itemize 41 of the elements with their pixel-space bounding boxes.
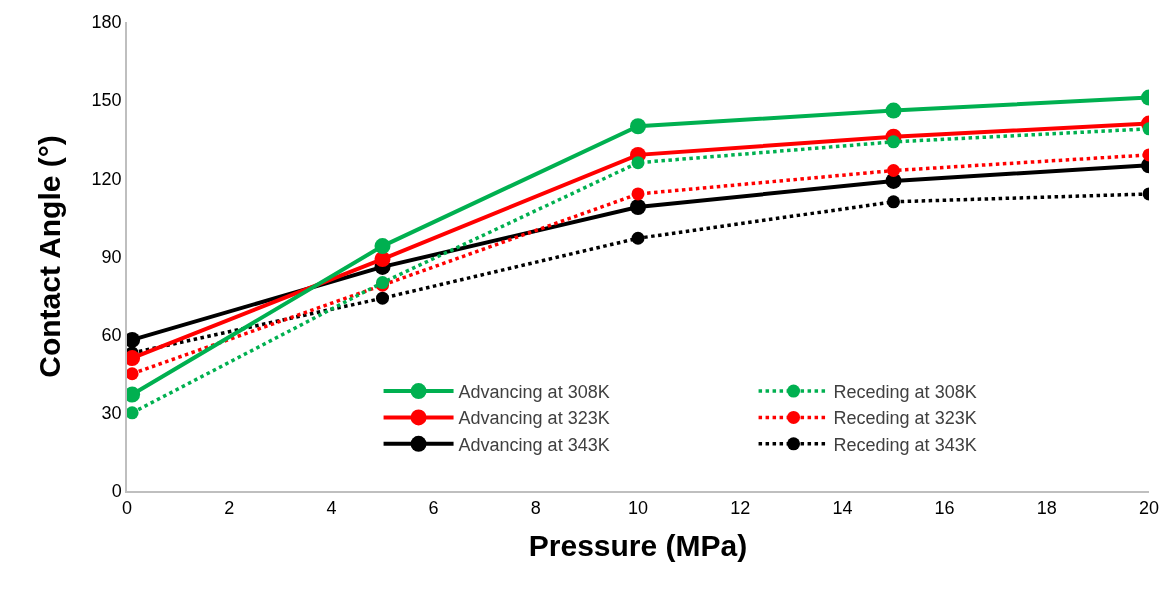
point: [630, 198, 646, 215]
x-tick-label: 20: [1138, 498, 1160, 519]
y-axis-title: Contact Angle (°): [33, 135, 67, 378]
point: [374, 238, 391, 255]
y-tick-label: 0: [111, 481, 122, 502]
x-tick-label: 10: [627, 498, 649, 519]
point: [887, 135, 900, 149]
point: [127, 331, 141, 348]
x-tick-label: 8: [530, 498, 541, 519]
legend-label: Receding at 308K: [833, 382, 977, 403]
legend-label: Advancing at 308K: [458, 382, 610, 403]
point: [887, 195, 900, 209]
point: [127, 386, 141, 403]
x-tick-label: 18: [1036, 498, 1057, 519]
x-tick-label: 4: [326, 498, 337, 519]
legend-label: Advancing at 323K: [458, 408, 610, 429]
point: [887, 164, 900, 178]
x-tick-label: 12: [730, 498, 751, 519]
x-tick-label: 16: [934, 498, 955, 519]
x-tick-label: 2: [224, 498, 235, 519]
point: [630, 118, 646, 135]
point: [376, 291, 389, 305]
point: [127, 350, 141, 367]
point: [127, 367, 139, 381]
legend-label: Receding at 343K: [833, 434, 977, 455]
y-tick-label: 150: [91, 90, 122, 111]
x-axis-title: Pressure (MPa): [528, 529, 748, 563]
y-tick-label: 30: [101, 403, 122, 424]
y-tick-label: 180: [91, 12, 122, 33]
y-tick-label: 120: [91, 168, 122, 189]
y-tick-label: 60: [101, 324, 122, 345]
legend-label: Receding at 323K: [833, 408, 977, 429]
point: [631, 156, 645, 170]
point: [127, 406, 139, 420]
legend-label: Advancing at 343K: [458, 434, 610, 455]
point: [631, 187, 645, 201]
y-tick-label: 90: [101, 246, 122, 267]
point: [885, 102, 902, 119]
x-tick-label: 14: [832, 498, 853, 519]
x-tick-label: 6: [428, 498, 439, 519]
point: [631, 231, 645, 245]
